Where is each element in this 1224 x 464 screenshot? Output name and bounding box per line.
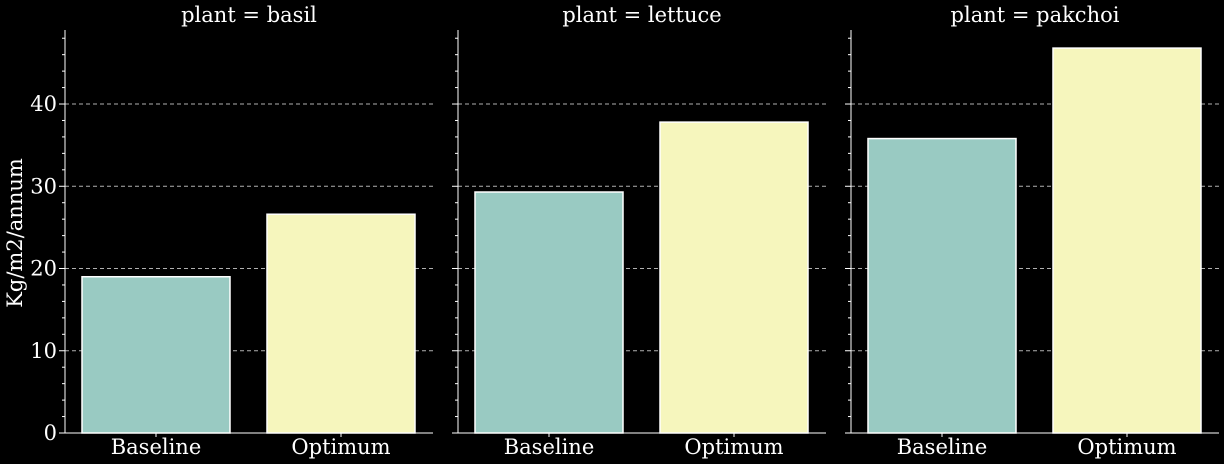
x-tick-label: Optimum <box>291 435 390 459</box>
bar-baseline <box>81 275 231 434</box>
y-axis-title: Kg/m2/annum <box>3 158 27 308</box>
x-tick-label: Optimum <box>1077 435 1176 459</box>
y-tick-label: 30 <box>30 174 57 198</box>
facet-panel-1: Baseline Optimum plant = basil 0 10 20 30 40 <box>30 3 433 459</box>
y-tick-label: 10 <box>30 339 57 363</box>
bar-optimum <box>1052 47 1202 434</box>
x-tick-label: Baseline <box>504 435 595 459</box>
x-tick-label: Baseline <box>111 435 202 459</box>
bar-optimum <box>266 213 416 434</box>
x-tick-label: Baseline <box>897 435 988 459</box>
panel-title: plant = pakchoi <box>951 3 1120 27</box>
bar-optimum <box>659 121 809 434</box>
facet-panel-2: Baseline Optimum plant = lettuce <box>452 3 826 459</box>
y-tick-label: 20 <box>30 257 57 281</box>
facet-panel-3: Baseline Optimum plant = pakchoi <box>845 3 1219 459</box>
bar-baseline <box>474 191 624 434</box>
bar-baseline <box>867 137 1017 434</box>
panel-title: plant = lettuce <box>562 3 721 27</box>
panel-title: plant = basil <box>181 3 317 27</box>
y-tick-label: 0 <box>44 421 57 445</box>
x-tick-label: Optimum <box>684 435 783 459</box>
y-tick-label: 40 <box>30 92 57 116</box>
